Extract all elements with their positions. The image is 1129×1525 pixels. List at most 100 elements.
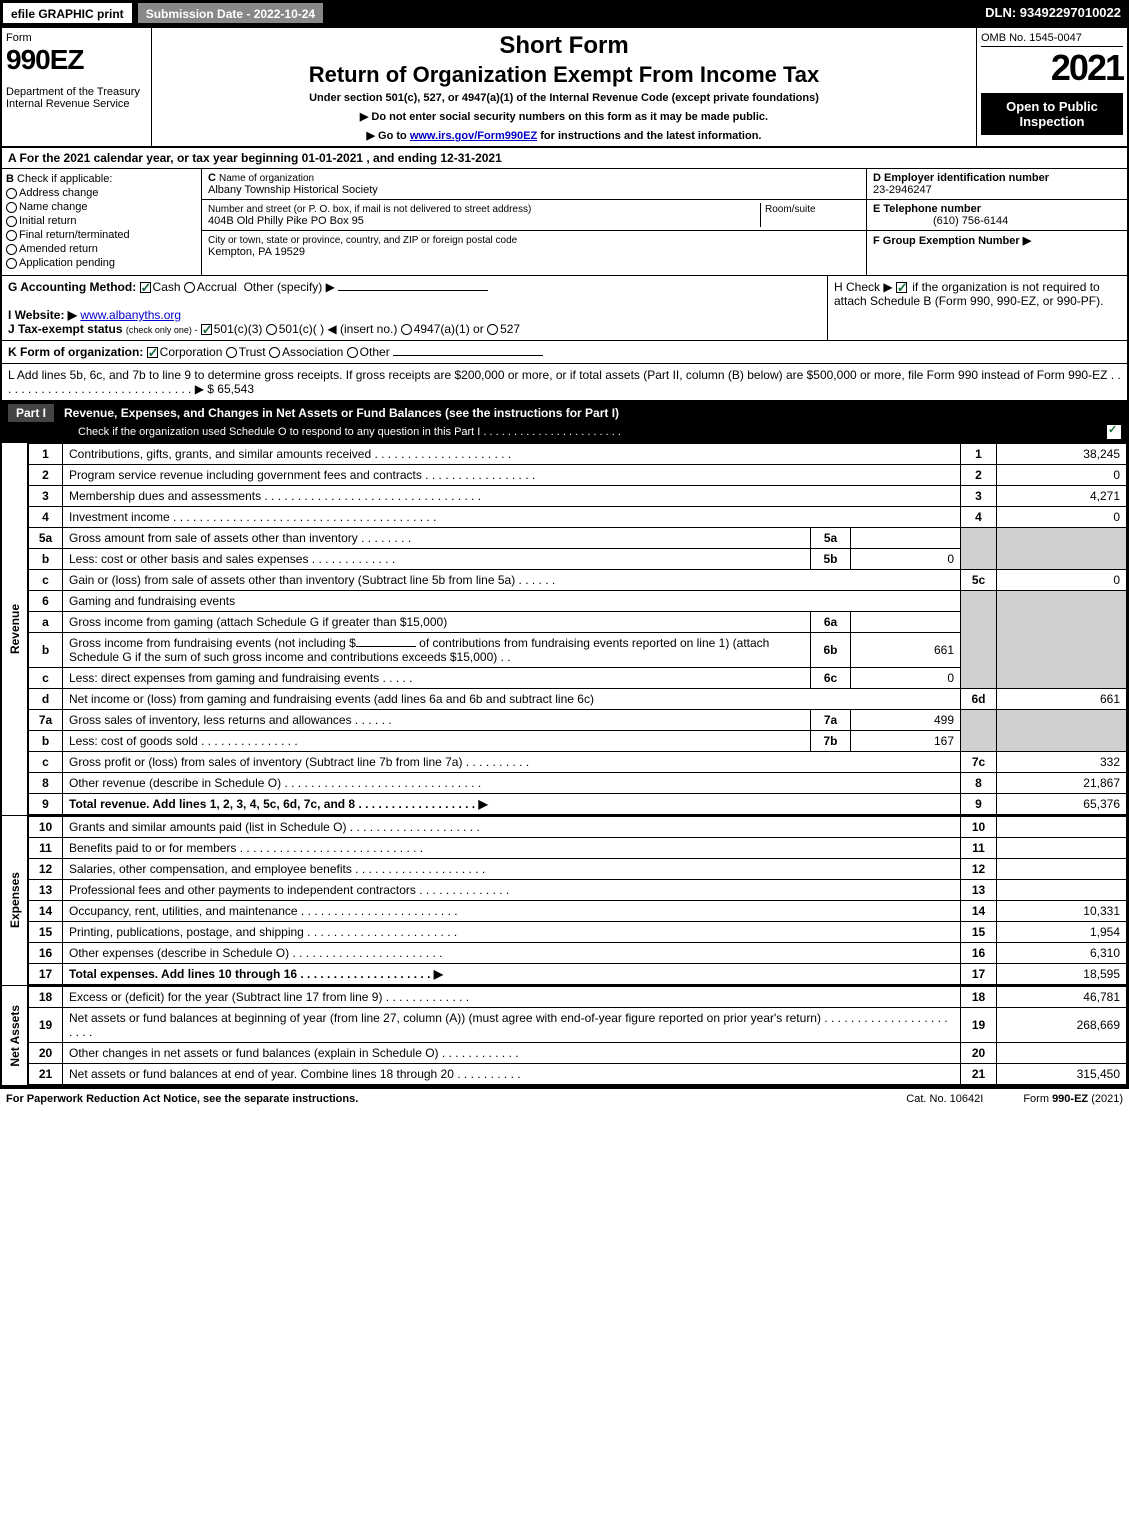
l-text: L Add lines 5b, 6c, and 7b to line 9 to … xyxy=(8,368,1121,396)
title-short-form: Short Form xyxy=(160,32,968,60)
g-block: G Accounting Method: Cash Accrual Other … xyxy=(2,276,827,340)
other-label: Other (specify) ▶ xyxy=(244,280,335,294)
k-trust: Trust xyxy=(239,345,266,359)
part1-tag: Part I xyxy=(8,404,54,422)
line-3: 3Membership dues and assessments . . . .… xyxy=(29,486,1127,507)
revenue-side: Revenue xyxy=(2,443,28,815)
k-label: K Form of organization: xyxy=(8,345,143,359)
chk-amended[interactable]: Amended return xyxy=(6,243,197,255)
k-other-line[interactable] xyxy=(393,355,543,356)
note-goto-pre: ▶ Go to xyxy=(367,130,410,142)
line-5c: cGain or (loss) from sale of assets othe… xyxy=(29,570,1127,591)
c-name-cell: C Name of organization Albany Township H… xyxy=(202,169,866,200)
h-block: H Check ▶ if the organization is not req… xyxy=(827,276,1127,340)
chk-h[interactable] xyxy=(896,282,907,293)
irs-link[interactable]: www.irs.gov/Form990EZ xyxy=(410,130,537,142)
efile-print-button[interactable]: efile GRAPHIC print xyxy=(2,2,133,24)
line-6d: dNet income or (loss) from gaming and fu… xyxy=(29,689,1127,710)
l6b-pre: Gross income from fundraising events (no… xyxy=(69,636,356,650)
chk-trust[interactable] xyxy=(226,347,237,358)
note-goto-post: for instructions and the latest informat… xyxy=(537,130,761,142)
org-street: 404B Old Philly Pike PO Box 95 xyxy=(208,215,364,227)
website-link[interactable]: www.albanyths.org xyxy=(80,308,181,322)
accrual-label: Accrual xyxy=(197,280,237,294)
check-if-label: Check if applicable: xyxy=(17,173,112,185)
header-right: OMB No. 1545-0047 2021 Open to Public In… xyxy=(977,28,1127,146)
chk-501c[interactable] xyxy=(266,324,277,335)
line-7a: 7aGross sales of inventory, less returns… xyxy=(29,710,1127,731)
chk-4947[interactable] xyxy=(401,324,412,335)
header-mid: Short Form Return of Organization Exempt… xyxy=(152,28,977,146)
line-11: 11Benefits paid to or for members . . . … xyxy=(29,838,1127,859)
line-21: 21Net assets or fund balances at end of … xyxy=(29,1064,1127,1085)
chk-name-change[interactable]: Name change xyxy=(6,201,197,213)
chk-assoc[interactable] xyxy=(269,347,280,358)
chk-other[interactable] xyxy=(347,347,358,358)
chk-accrual[interactable] xyxy=(184,282,195,293)
chk-initial-return[interactable]: Initial return xyxy=(6,215,197,227)
form-outer: Form 990EZ Department of the Treasury In… xyxy=(0,26,1129,1087)
room-label: Room/suite xyxy=(765,204,816,215)
k-other: Other xyxy=(360,345,390,359)
j-501c3: 501(c)(3) xyxy=(214,322,263,336)
expenses-label: Expenses xyxy=(8,872,22,928)
line-16: 16Other expenses (describe in Schedule O… xyxy=(29,943,1127,964)
l6b-blank[interactable] xyxy=(356,646,416,647)
line-2: 2Program service revenue including gover… xyxy=(29,465,1127,486)
sec-b-left: B Check if applicable: Address change Na… xyxy=(2,169,202,275)
note-goto: ▶ Go to www.irs.gov/Form990EZ for instru… xyxy=(160,129,968,142)
part1-header: Part I Revenue, Expenses, and Changes in… xyxy=(2,401,1127,425)
title-return: Return of Organization Exempt From Incom… xyxy=(160,62,968,88)
footer-left: For Paperwork Reduction Act Notice, see … xyxy=(6,1093,358,1105)
line-19: 19Net assets or fund balances at beginni… xyxy=(29,1008,1127,1043)
other-specify-line[interactable] xyxy=(338,290,488,291)
header-left: Form 990EZ Department of the Treasury In… xyxy=(2,28,152,146)
form-header: Form 990EZ Department of the Treasury In… xyxy=(2,28,1127,148)
line-18: 18Excess or (deficit) for the year (Subt… xyxy=(29,987,1127,1008)
netassets-section: Net Assets 18Excess or (deficit) for the… xyxy=(2,985,1127,1085)
chk-app-pending[interactable]: Application pending xyxy=(6,257,197,269)
part1-sub: Check if the organization used Schedule … xyxy=(2,425,1127,442)
revenue-section: Revenue 1Contributions, gifts, grants, a… xyxy=(2,442,1127,815)
chk-address-change[interactable]: Address change xyxy=(6,187,197,199)
j-label: J Tax-exempt status xyxy=(8,322,123,336)
submission-date-button[interactable]: Submission Date - 2022-10-24 xyxy=(137,2,324,24)
chk-527[interactable] xyxy=(487,324,498,335)
inspection-badge: Open to Public Inspection xyxy=(981,93,1123,135)
netassets-label: Net Assets xyxy=(8,1005,22,1067)
e-cell: E Telephone number (610) 756-6144 xyxy=(867,200,1127,231)
expenses-table: 10Grants and similar amounts paid (list … xyxy=(28,816,1127,985)
revenue-label: Revenue xyxy=(8,604,22,654)
line-1: 1Contributions, gifts, grants, and simil… xyxy=(29,444,1127,465)
c-label: C xyxy=(208,172,216,184)
line-10: 10Grants and similar amounts paid (list … xyxy=(29,817,1127,838)
j-527: 527 xyxy=(500,322,520,336)
netassets-side: Net Assets xyxy=(2,986,28,1085)
sec-d-e-f: D Employer identification number 23-2946… xyxy=(867,169,1127,275)
j-4947: 4947(a)(1) or xyxy=(414,322,484,336)
line-9: 9Total revenue. Add lines 1, 2, 3, 4, 5c… xyxy=(29,794,1127,815)
org-city: Kempton, PA 19529 xyxy=(208,246,305,258)
chk-corp[interactable] xyxy=(147,347,158,358)
top-bar: efile GRAPHIC print Submission Date - 20… xyxy=(0,0,1129,26)
form-number: 990EZ xyxy=(6,44,147,76)
chk-cash[interactable] xyxy=(140,282,151,293)
g-label: G Accounting Method: xyxy=(8,280,136,294)
j-501c: 501(c)( ) ◀ (insert no.) xyxy=(279,322,398,336)
chk-501c3[interactable] xyxy=(201,324,212,335)
expenses-section: Expenses 10Grants and similar amounts pa… xyxy=(2,815,1127,985)
line-6: 6Gaming and fundraising events xyxy=(29,591,1127,612)
part1-sub-text: Check if the organization used Schedule … xyxy=(78,426,1099,438)
f-cell: F Group Exemption Number ▶ xyxy=(867,231,1127,250)
phone-value: (610) 756-6144 xyxy=(873,215,1008,227)
dept-line1: Department of the Treasury xyxy=(6,86,147,98)
row-a: A For the 2021 calendar year, or tax yea… xyxy=(2,148,1127,169)
line-5a: 5aGross amount from sale of assets other… xyxy=(29,528,1127,549)
note-ssn: ▶ Do not enter social security numbers o… xyxy=(160,110,968,123)
part1-checkbox[interactable] xyxy=(1107,425,1121,439)
tax-year: 2021 xyxy=(981,47,1123,89)
dln-label: DLN: 93492297010022 xyxy=(977,0,1129,26)
chk-final-return[interactable]: Final return/terminated xyxy=(6,229,197,241)
netassets-table: 18Excess or (deficit) for the year (Subt… xyxy=(28,986,1127,1085)
c-street-cell: Number and street (or P. O. box, if mail… xyxy=(202,200,866,231)
